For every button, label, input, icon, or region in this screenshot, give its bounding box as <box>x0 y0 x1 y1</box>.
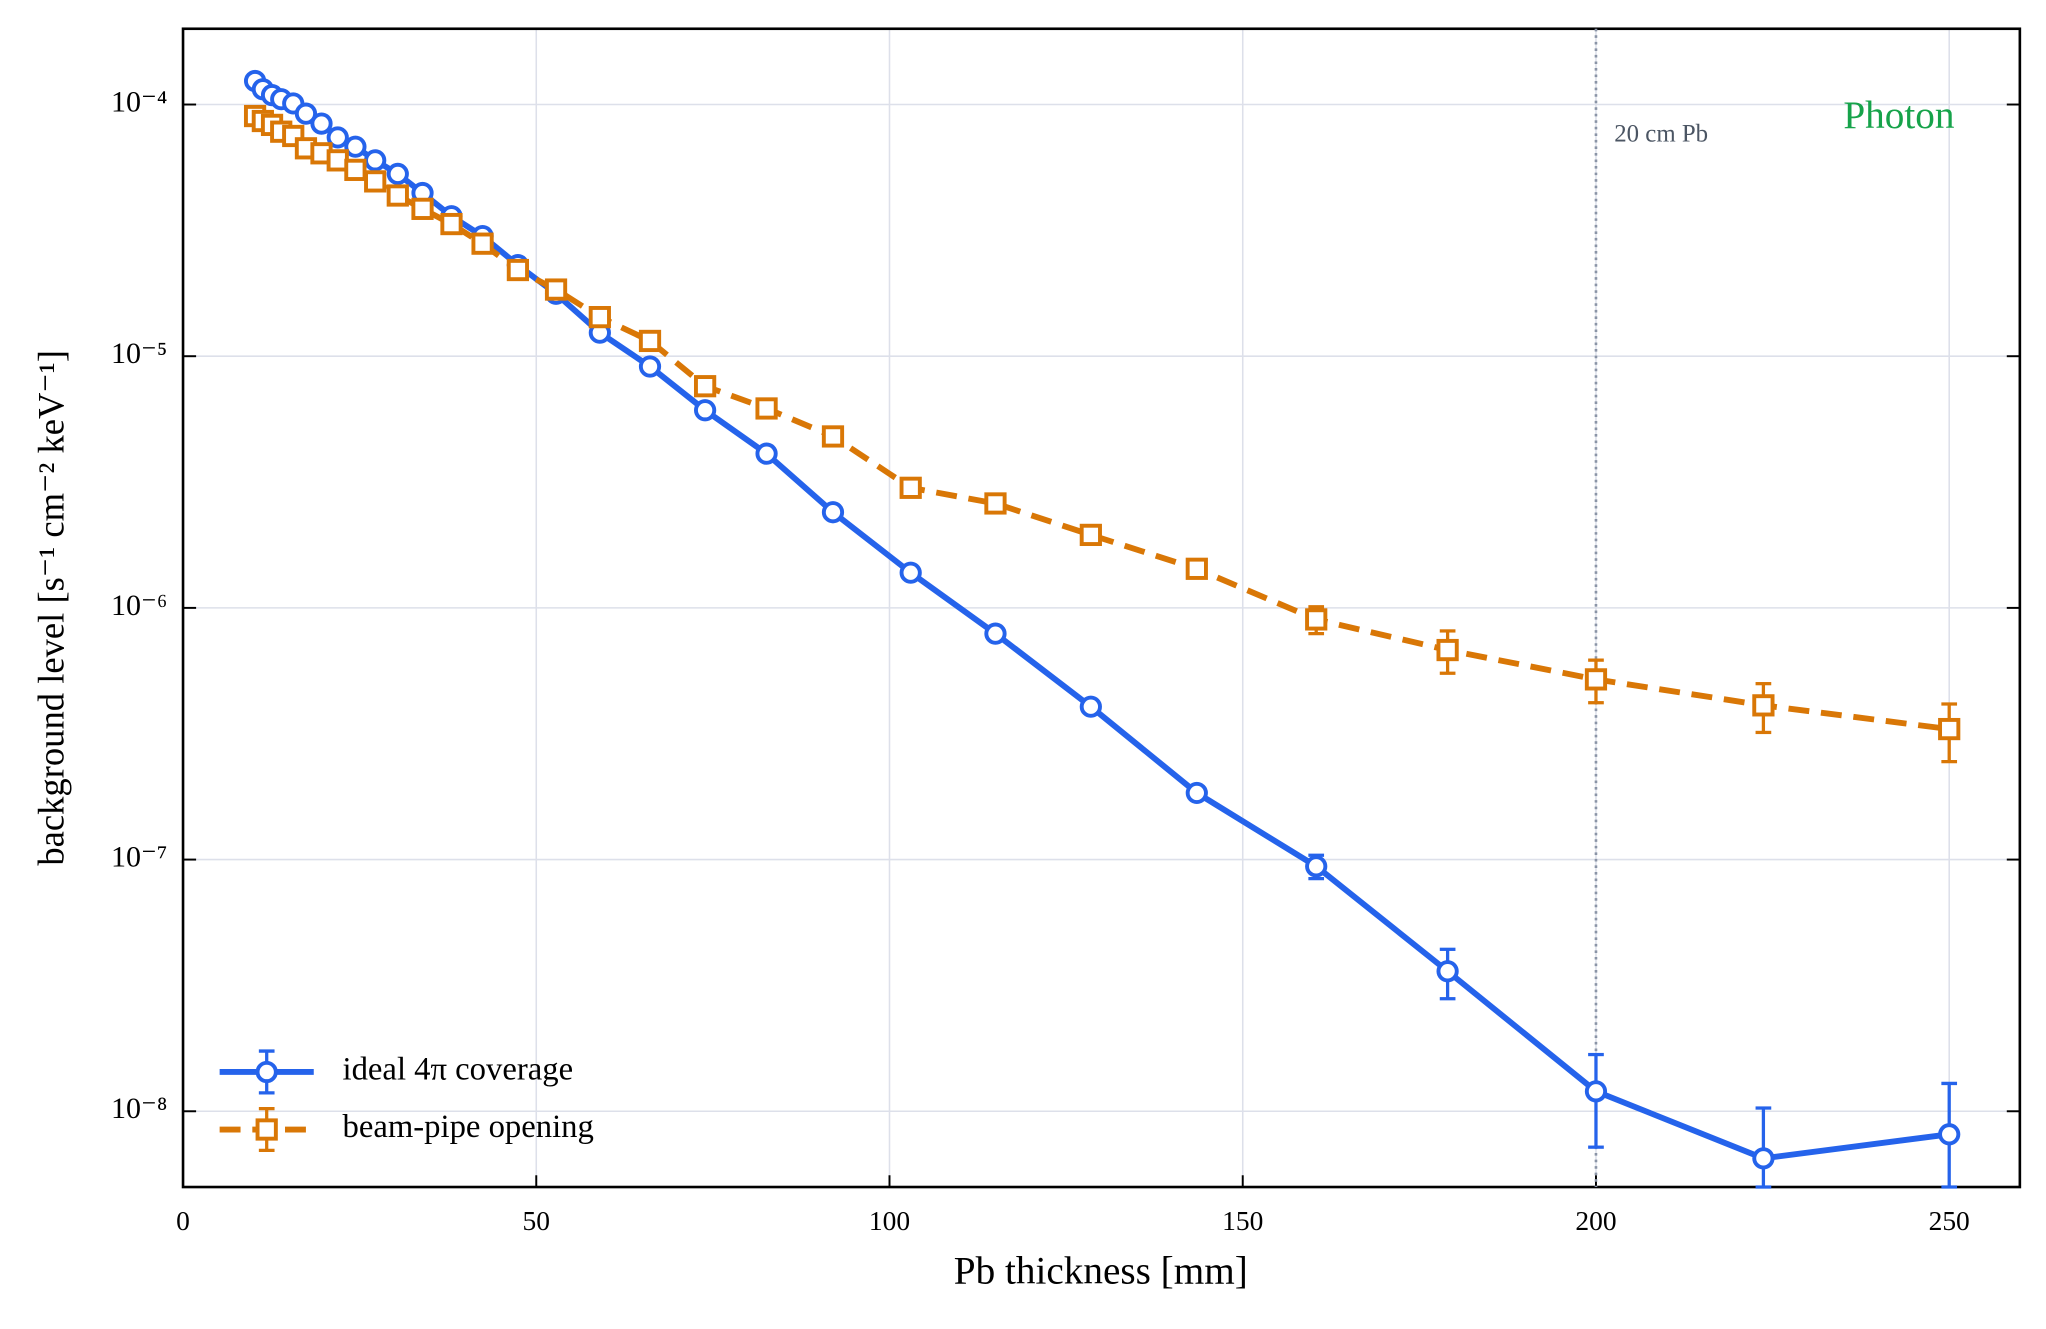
x-tick-label: 250 <box>1929 1206 1970 1236</box>
marker <box>471 232 494 255</box>
marker <box>294 102 318 125</box>
plot-frame <box>181 27 2022 1189</box>
marker <box>506 258 530 282</box>
marker <box>1185 557 1208 580</box>
y-tick-label: 10⁻⁵ <box>111 336 167 370</box>
legend-entry: ideal 4π coverage <box>219 1049 574 1095</box>
marker <box>1436 960 1459 983</box>
marker <box>1079 695 1102 718</box>
marker <box>344 135 367 158</box>
marker <box>326 149 349 172</box>
marker <box>1584 668 1608 691</box>
marker <box>638 355 662 378</box>
marker <box>1305 608 1328 631</box>
y-tick-label: 10⁻⁷ <box>111 839 167 873</box>
marker <box>544 278 568 301</box>
series <box>243 104 1961 764</box>
legend-marker <box>255 1118 278 1141</box>
marker <box>386 184 409 207</box>
marker <box>1185 781 1208 805</box>
marker <box>364 170 387 193</box>
x-tick-label: 200 <box>1575 1206 1616 1236</box>
marker <box>638 329 662 353</box>
marker <box>1436 638 1459 662</box>
marker <box>1752 1147 1775 1170</box>
marker <box>821 501 845 524</box>
x-tick-label: 150 <box>1222 1206 1263 1236</box>
marker <box>411 197 434 220</box>
x-tick-label: 0 <box>176 1206 190 1236</box>
marker <box>693 375 717 398</box>
marker <box>344 158 367 181</box>
marker <box>588 306 611 329</box>
marker <box>1938 1123 1961 1146</box>
legend-entry: beam-pipe opening <box>219 1106 594 1153</box>
marker <box>755 442 778 465</box>
y-tick-label: 10⁻⁶ <box>111 588 167 622</box>
legend-label: beam-pipe opening <box>343 1109 594 1145</box>
annotation: Photon <box>1843 94 1955 137</box>
x-tick-label: 100 <box>869 1206 910 1236</box>
marker <box>821 425 845 448</box>
x-tick-label: 50 <box>523 1206 550 1236</box>
marker <box>310 112 333 135</box>
y-axis-label: background level [s⁻¹ cm⁻² keV⁻¹] <box>30 350 71 866</box>
marker <box>693 399 717 422</box>
marker <box>984 622 1007 645</box>
legend-marker <box>255 1060 278 1084</box>
marker <box>899 476 922 499</box>
marker <box>755 397 778 420</box>
marker <box>899 561 922 584</box>
line <box>253 113 1950 732</box>
series <box>243 69 1961 1189</box>
marker <box>984 492 1007 515</box>
legend-label: ideal 4π coverage <box>343 1051 574 1087</box>
line <box>252 78 1950 1162</box>
annotation: 20 cm Pb <box>1614 121 1708 148</box>
marker <box>1752 694 1775 717</box>
y-tick-label: 10⁻⁴ <box>111 84 167 118</box>
marker <box>440 212 463 236</box>
marker <box>1938 717 1961 741</box>
marker <box>326 126 349 149</box>
marker <box>364 149 387 172</box>
marker <box>1584 1080 1608 1103</box>
x-axis-label: Pb thickness [mm] <box>954 1250 1248 1293</box>
marker <box>386 162 409 186</box>
y-tick-label: 10⁻⁸ <box>111 1091 167 1125</box>
marker <box>1305 855 1328 878</box>
marker <box>1079 523 1102 547</box>
